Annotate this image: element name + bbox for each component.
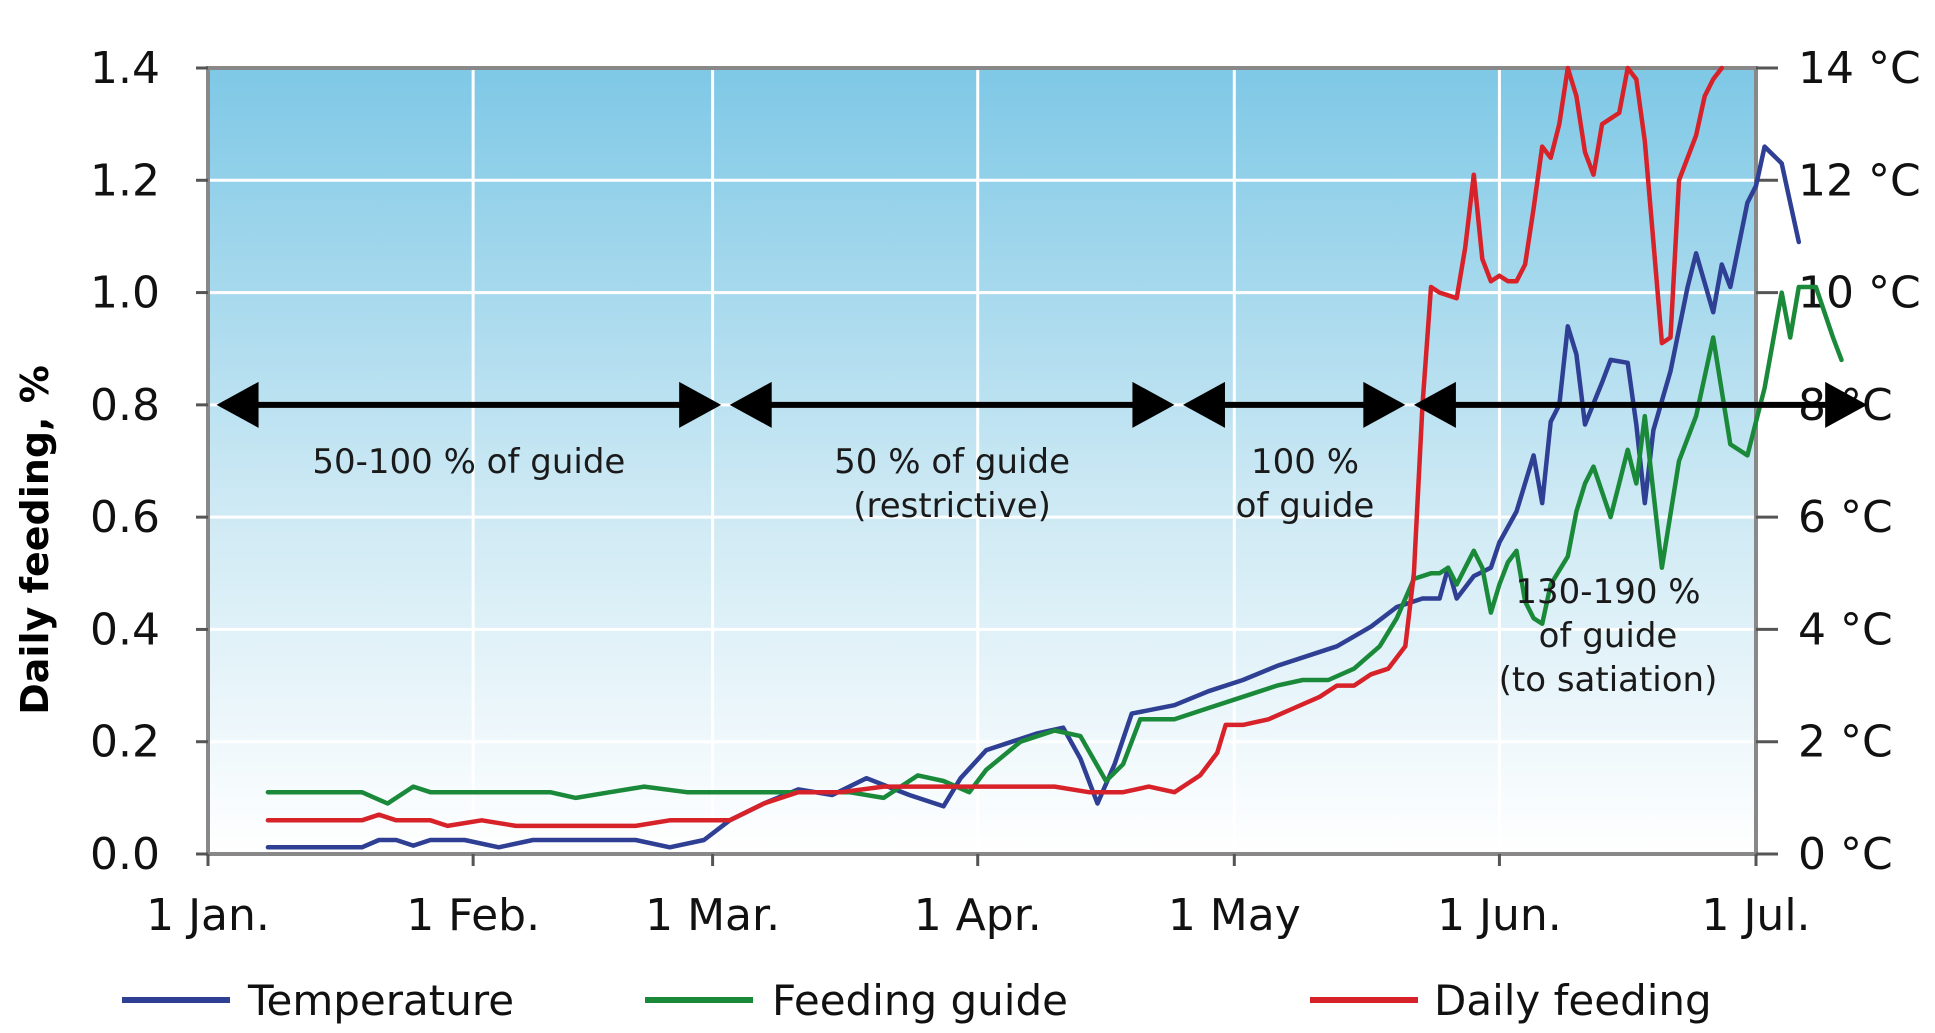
x-tick-label: 1 Apr. (914, 890, 1042, 941)
y2-tick-label: 14 °C (1798, 43, 1921, 94)
y-tick-label: 1.2 (90, 155, 160, 206)
phase-arrow-head-left (729, 381, 772, 428)
x-tick-label: 1 May (1168, 890, 1301, 941)
y-tick-label: 0.2 (90, 717, 160, 768)
legend-label: Feeding guide (772, 976, 1068, 1025)
phase-label: of guide (1236, 486, 1375, 526)
y2-tick-label: 4 °C (1798, 604, 1893, 655)
axes (206, 66, 1758, 856)
phase-arrow-head-left (216, 381, 259, 428)
phase-label: 50-100 % of guide (312, 442, 625, 482)
plot-border (206, 66, 1758, 856)
series-line-feeding-guide (265, 284, 1844, 806)
x-tick-label: 1 Jun. (1437, 890, 1562, 941)
phase-arrows: 50-100 % of guide 50 % of guide(restricti… (216, 381, 1868, 700)
legend: Temperature Feeding guide Daily feeding (122, 976, 1712, 1025)
phase-arrow-head-right (1825, 381, 1868, 428)
y-tick-label: 0.0 (90, 829, 160, 880)
y2-tick-label: 0 °C (1798, 829, 1893, 880)
y2-tick-label: 2 °C (1798, 717, 1893, 768)
y2-tick-label: 6 °C (1798, 492, 1893, 543)
x-tick-label: 1 Jan. (146, 890, 270, 941)
phase-arrow-head-left (1413, 381, 1456, 428)
x-tick-label: 1 Mar. (645, 890, 780, 941)
phase-label: (restrictive) (853, 486, 1051, 526)
y-axis-label: Daily feeding, % (13, 365, 57, 715)
series-line-temperature (265, 144, 1802, 850)
phase-label: 130-190 % (1515, 572, 1700, 612)
series-line-daily-feeding (265, 65, 1725, 829)
y-tick-label: 0.6 (90, 492, 160, 543)
phase-label: 50 % of guide (834, 442, 1070, 482)
phase-label: 100 % (1251, 442, 1359, 482)
phase-arrow-head-right (1132, 381, 1175, 428)
legend-label: Daily feeding (1434, 976, 1712, 1025)
y-tick-label: 0.8 (90, 380, 160, 431)
phase-arrow-head-right (679, 381, 722, 428)
y-tick-label: 1.0 (90, 268, 160, 319)
y2-tick-label: 12 °C (1798, 155, 1921, 206)
phase-label: of guide (1539, 616, 1678, 656)
y-tick-label: 1.4 (90, 43, 160, 94)
x-tick-label: 1 Jul. (1701, 890, 1810, 941)
y-tick-label: 0.4 (90, 604, 160, 655)
legend-label: Temperature (247, 976, 514, 1025)
x-tick-label: 1 Feb. (406, 890, 540, 941)
series-lines (265, 65, 1844, 850)
phase-arrow-head-right (1363, 381, 1406, 428)
ticks: 1 Jan. 1 Feb. 1 Mar. 1 Apr. 1 May 1 Jun. 1 Jul… (90, 43, 1921, 941)
phase-arrow-head-left (1182, 381, 1225, 428)
phase-label: (to satiation) (1499, 660, 1718, 700)
